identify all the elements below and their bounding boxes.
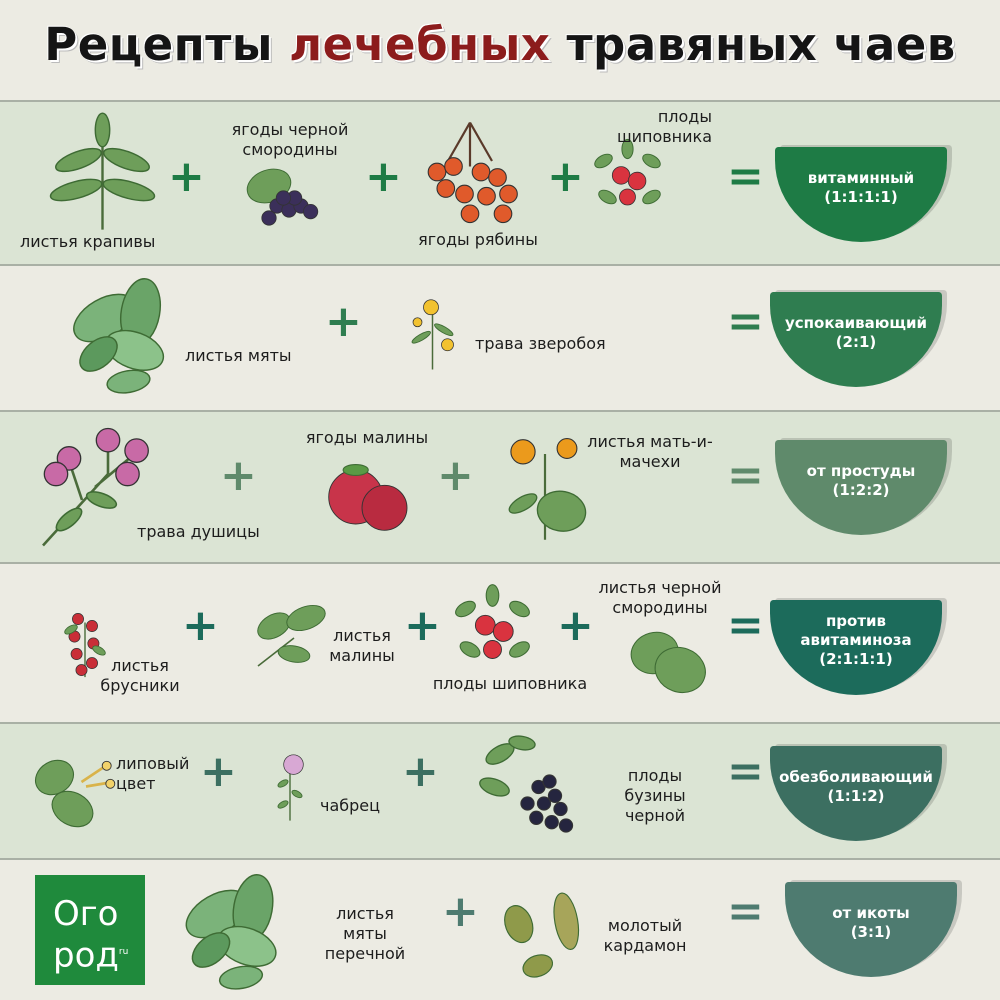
plus-icon: + xyxy=(220,450,257,501)
recipe-row: листья крапивы ягоды черной смородины ягод… xyxy=(0,100,1000,264)
tea-ratio: (2:1) xyxy=(835,333,877,351)
tea-bowl: витаминный (1:1:1:1) xyxy=(775,147,947,242)
raspberry-leaf-icon xyxy=(240,594,340,678)
plus-icon: + xyxy=(437,450,474,501)
ingredient-label: плоды бузины черной xyxy=(624,766,686,825)
ingredient-label: листья мяты перечной xyxy=(324,904,406,963)
plus-icon: + xyxy=(557,600,594,651)
tea-bowl: от простуды (1:2:2) xyxy=(775,440,947,535)
recipe-row: листья брусники листья малины плоды шиповн… xyxy=(0,562,1000,722)
recipe-row: липовый цвет чабрец плоды бузины черной + + =… xyxy=(0,722,1000,858)
linden-icon xyxy=(25,746,120,840)
tea-name: обезболивающий xyxy=(779,768,933,786)
ingredient-label: плоды шиповника xyxy=(432,674,588,693)
tea-ratio: (1:2:2) xyxy=(832,481,890,499)
ingredient-label: ягоды малины xyxy=(305,428,429,447)
equals-icon: = xyxy=(727,600,764,651)
ingredient-label: плоды шиповника xyxy=(616,107,712,146)
cardamom-icon xyxy=(495,878,590,997)
tea-name: витаминный xyxy=(807,169,915,187)
ingredient-label: листья черной смородины xyxy=(598,578,722,617)
elderberry-icon xyxy=(470,732,585,846)
equals-icon: = xyxy=(727,886,764,937)
plus-icon: + xyxy=(200,746,237,797)
plus-icon: + xyxy=(365,151,402,202)
ingredient-label: чабрец xyxy=(320,796,381,815)
recipe-row: листья мяты трава зверобоя + = успокаивающий… xyxy=(0,264,1000,410)
tea-name: от простуды xyxy=(806,462,916,480)
nettle-icon xyxy=(40,112,165,236)
title-part: травяных чаев xyxy=(566,18,956,71)
tea-name: от икоты xyxy=(832,904,910,922)
tea-bowl: от икоты (3:1) xyxy=(785,882,957,977)
logo-line: родru xyxy=(53,933,145,974)
plus-icon: + xyxy=(404,600,441,651)
page-title: Рецепты лечебных травяных чаев xyxy=(0,18,1000,71)
st-johns-wort-icon xyxy=(395,271,470,400)
recipe-row: Ого родru листья мяты перечной молотый кард… xyxy=(0,858,1000,1000)
ingredient-label: листья мяты xyxy=(185,346,292,365)
recipe-row: трава душицы ягоды малины листья мать-и-ма… xyxy=(0,410,1000,562)
logo-text: род xyxy=(53,935,119,976)
peppermint-icon xyxy=(170,872,300,996)
ingredient-label: листья мать-и-мачехи xyxy=(587,432,713,471)
tea-bowl: против авитаминоза (2:1:1:1) xyxy=(770,600,942,695)
blackcurrant-icon xyxy=(215,162,355,246)
ingredient-label: ягоды черной смородины xyxy=(231,120,349,159)
equals-icon: = xyxy=(727,296,764,347)
ingredient-label: ягоды рябины xyxy=(418,230,538,249)
logo-line: Ого xyxy=(53,894,119,934)
tea-name: успокаивающий xyxy=(785,314,927,332)
tea-ratio: (2:1:1:1) xyxy=(819,650,893,668)
rosehip-icon xyxy=(565,137,690,221)
currant-leaf-icon xyxy=(610,619,725,708)
plus-icon: + xyxy=(547,151,584,202)
equals-icon: = xyxy=(727,450,764,501)
coltsfoot-icon xyxy=(490,427,600,551)
ingredient-label: трава душицы xyxy=(137,522,260,541)
tea-bowl: успокаивающий (2:1) xyxy=(770,292,942,387)
plus-icon: + xyxy=(325,296,362,347)
oregano-icon xyxy=(30,422,160,556)
title-part: Рецепты xyxy=(44,18,273,71)
ingredient-label: липовый цвет xyxy=(116,754,190,793)
lingonberry-icon xyxy=(50,586,120,705)
plus-icon: + xyxy=(168,151,205,202)
equals-icon: = xyxy=(727,746,764,797)
title-accent: лечебных xyxy=(289,18,551,71)
logo-suffix: ru xyxy=(118,947,129,957)
tea-ratio: (1:1:2) xyxy=(827,787,885,805)
ingredient-label: листья брусники xyxy=(100,656,180,695)
mint-icon xyxy=(60,276,185,400)
ingredient-label: молотый кардамон xyxy=(603,916,687,955)
ingredient-label: листья крапивы xyxy=(20,232,156,251)
equals-icon: = xyxy=(727,151,764,202)
rosehip-icon xyxy=(430,582,555,676)
plus-icon: + xyxy=(442,886,479,937)
ingredient-label: листья малины xyxy=(329,626,395,665)
tea-ratio: (1:1:1:1) xyxy=(824,188,898,206)
plus-icon: + xyxy=(182,600,219,651)
tea-name: против авитаминоза xyxy=(800,612,912,649)
ogorod-logo: Ого родru xyxy=(35,875,145,985)
tea-ratio: (3:1) xyxy=(850,923,892,941)
plus-icon: + xyxy=(402,746,439,797)
ingredient-label: трава зверобоя xyxy=(475,334,606,353)
rowan-icon xyxy=(415,117,525,231)
raspberry-icon xyxy=(318,452,415,546)
tea-bowl: обезболивающий (1:1:2) xyxy=(770,746,942,841)
thyme-icon xyxy=(255,732,325,846)
